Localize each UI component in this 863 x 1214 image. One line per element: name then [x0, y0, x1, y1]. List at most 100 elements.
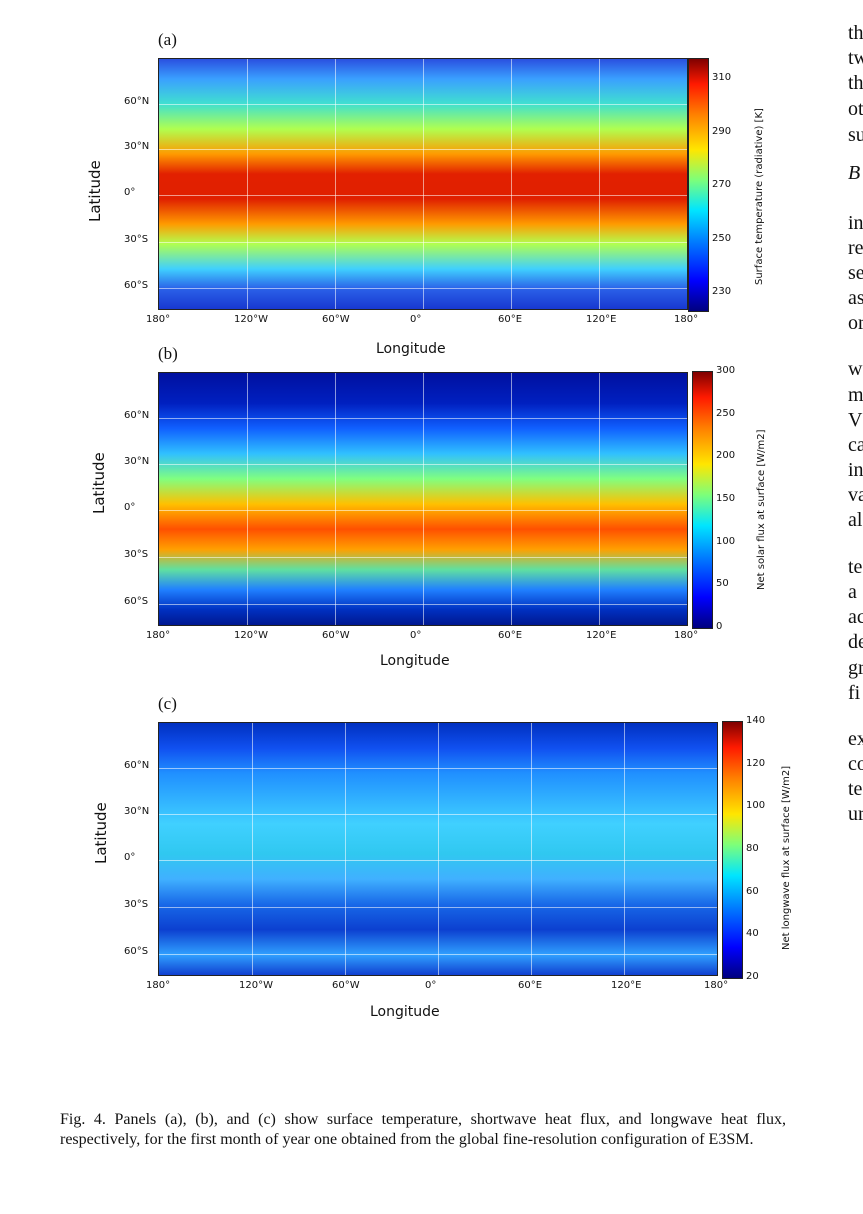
lat-tick: 60°S — [124, 279, 149, 291]
lon-tick: 120°E — [611, 980, 642, 991]
gridline-lon — [335, 59, 336, 309]
gridline-lat — [159, 603, 687, 605]
right-column-fragment: m — [848, 384, 863, 406]
lon-tick: 60°E — [498, 314, 523, 325]
colorbar-tick: 80 — [746, 843, 759, 854]
map-net-longwave-flux — [158, 722, 718, 976]
ylabel-c: Latitude — [92, 802, 110, 864]
gridline-lat — [159, 906, 717, 908]
right-column-fragment: in — [848, 212, 863, 234]
gridline-lon — [252, 723, 253, 975]
lon-tick: 0° — [410, 314, 422, 325]
lat-tick: 0° — [124, 852, 136, 864]
lat-tick: 0° — [124, 502, 136, 514]
lat-tick: 30°S — [124, 898, 149, 910]
gridline-lon — [624, 723, 625, 975]
gridline-lon — [511, 373, 512, 625]
lon-tick: 60°W — [332, 980, 360, 991]
gridline-lon — [599, 59, 600, 309]
gridline-lon — [345, 723, 346, 975]
right-column-fragment: ex — [848, 728, 863, 750]
gridline-lon — [511, 59, 512, 309]
right-column-fragment: ur — [848, 803, 863, 825]
lon-tick: 60°E — [498, 630, 523, 641]
colorbar-tick: 50 — [716, 578, 729, 590]
colorbar-tick: 40 — [746, 928, 759, 940]
gridline-lat — [159, 953, 717, 955]
colorbar-tick: 60 — [746, 885, 759, 897]
right-column-fragment: a — [848, 581, 857, 603]
lon-tick: 180° — [146, 980, 171, 991]
right-column-fragment: co — [848, 753, 863, 775]
gridline-lat — [159, 510, 687, 512]
right-column-fragment: su — [848, 124, 863, 146]
ylabel-a: Latitude — [86, 160, 104, 222]
gridline-lat — [159, 104, 687, 105]
colorbar-tick: 100 — [716, 535, 736, 547]
right-column-fragment: de — [848, 631, 863, 653]
lon-tick: 120°W — [239, 980, 273, 991]
right-column-fragment: ot — [848, 98, 863, 120]
lat-tick: 60°S — [124, 595, 149, 607]
colorbar-c — [722, 721, 743, 979]
right-column-fragment: B — [848, 162, 861, 184]
lat-tick: 30°N — [124, 455, 150, 467]
right-column-fragment: fi — [848, 682, 861, 704]
lon-tick: 180° — [674, 630, 699, 641]
gridline-lat — [159, 860, 717, 862]
xlabel-b: Longitude — [380, 653, 450, 669]
right-column-fragment: al — [848, 509, 863, 531]
right-column-fragment: se — [848, 262, 863, 284]
panel-label-a: (a) — [158, 30, 177, 49]
lat-tick: 30°S — [124, 548, 149, 560]
gridline-lat — [159, 149, 687, 150]
colorbar-label-c: Net longwave flux at surface [W/m2] — [781, 765, 792, 950]
map-net-solar-flux — [158, 372, 688, 626]
colorbar-tick: 140 — [746, 715, 766, 726]
lon-tick: 180° — [146, 630, 171, 641]
colorbar-b — [692, 371, 713, 629]
colorbar-tick: 200 — [716, 450, 736, 462]
right-column-fragment: va — [848, 484, 863, 506]
gridline-lat — [159, 195, 687, 197]
colorbar-tick: 120 — [746, 757, 766, 769]
colorbar-tick: 20 — [746, 971, 759, 982]
gridline-lon — [438, 723, 439, 975]
ylabel-b: Latitude — [90, 452, 108, 514]
gridline-lat — [159, 241, 687, 243]
gridline-lat — [159, 768, 717, 770]
right-column-fragment: w — [848, 358, 863, 380]
lon-tick: 0° — [425, 980, 437, 991]
lon-tick: 180° — [146, 314, 171, 325]
lat-tick: 30°S — [124, 233, 149, 245]
lon-tick: 60°E — [518, 980, 543, 991]
lon-tick: 180° — [704, 980, 729, 991]
right-column-fragment: V — [848, 409, 863, 431]
lat-tick: 30°N — [124, 805, 150, 817]
figure-caption: Fig. 4. Panels (a), (b), and (c) show su… — [60, 1111, 786, 1148]
lon-tick: 180° — [674, 314, 699, 325]
colorbar-tick: 270 — [712, 179, 732, 191]
colorbar-label-a: Surface temperature (radiative) [K] — [754, 108, 765, 285]
lat-tick: 60°N — [124, 760, 150, 772]
colorbar-label-b: Net solar flux at surface [W/m2] — [756, 429, 767, 590]
gridline-lat — [159, 418, 687, 420]
gridline-lon — [247, 59, 248, 309]
colorbar-tick: 0 — [716, 621, 723, 632]
right-column-fragment: th — [848, 72, 863, 94]
colorbar-tick: 230 — [712, 286, 732, 298]
colorbar-tick: 300 — [716, 365, 736, 376]
gridline-lat — [159, 556, 687, 558]
lat-tick: 30°N — [124, 141, 150, 152]
colorbar-tick: 290 — [712, 125, 732, 137]
xlabel-c: Longitude — [370, 1004, 440, 1020]
right-column-fragment: te — [848, 556, 863, 578]
colorbar-a — [688, 58, 709, 312]
lon-tick: 0° — [410, 630, 422, 641]
lon-tick: 120°E — [586, 630, 617, 641]
right-column-fragment: th — [848, 22, 863, 44]
panel-label-b: (b) — [158, 344, 178, 363]
gridline-lon — [247, 373, 248, 625]
right-column-fragment: as — [848, 287, 863, 309]
lat-tick: 60°N — [124, 96, 150, 107]
